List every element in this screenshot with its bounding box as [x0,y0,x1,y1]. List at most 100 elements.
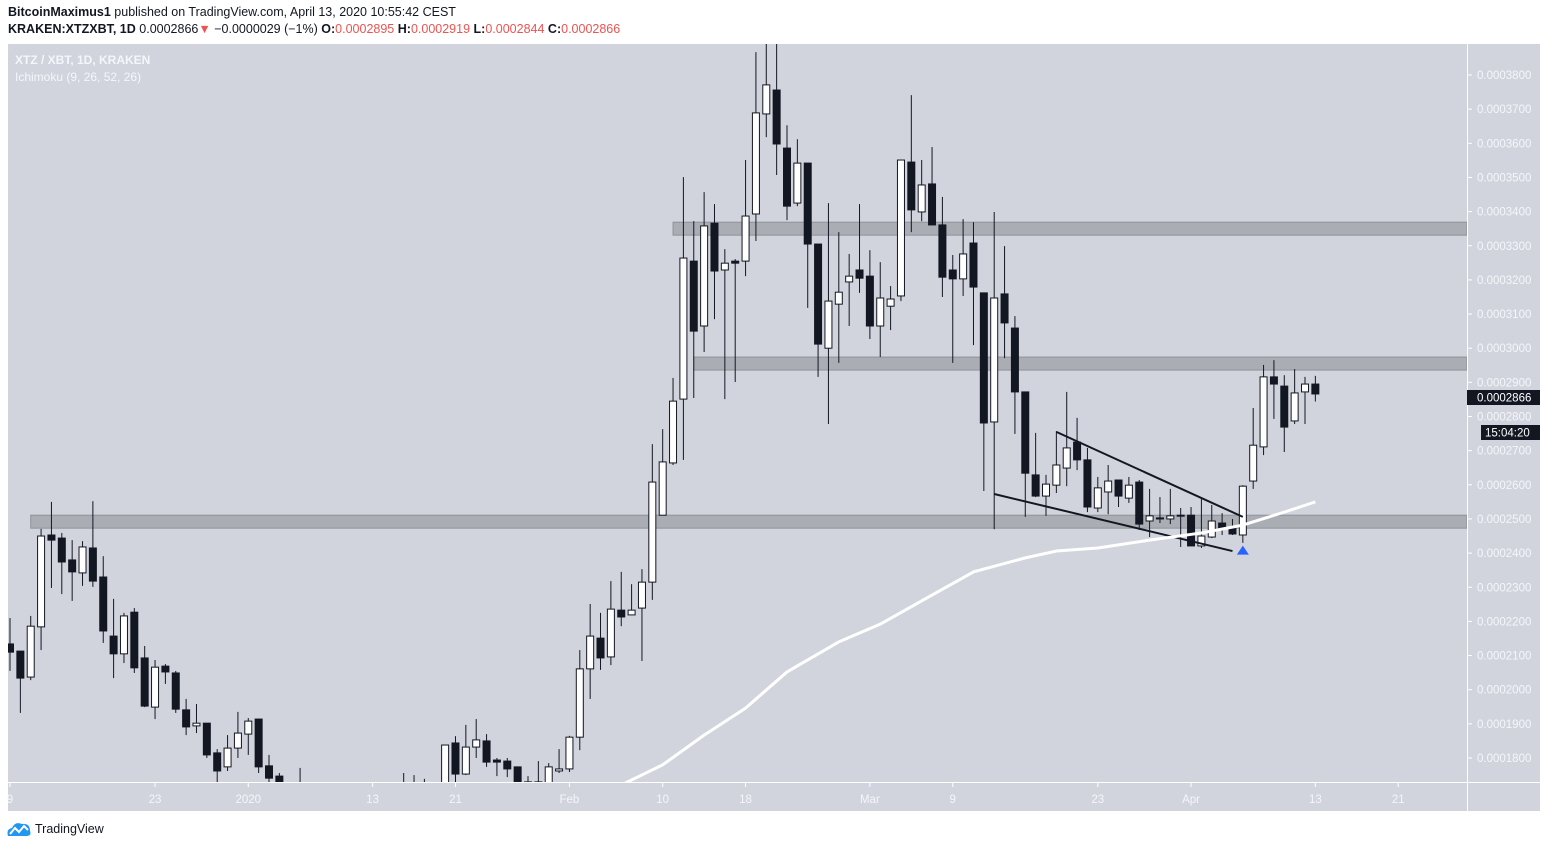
candle[interactable] [1155,497,1164,524]
support-resistance-zone[interactable] [672,221,1467,236]
candle[interactable] [400,773,407,799]
candle[interactable] [679,177,688,460]
candle[interactable] [948,254,957,363]
candle[interactable] [1187,506,1196,547]
candle[interactable] [223,735,232,771]
support-resistance-zone[interactable] [693,356,1467,371]
trend-line[interactable] [1055,430,1244,518]
candle[interactable] [637,569,646,662]
candle[interactable] [513,766,522,792]
candle[interactable] [1311,375,1320,402]
candle[interactable] [1259,364,1268,456]
candle[interactable] [751,52,760,241]
candle[interactable] [990,211,999,530]
candle[interactable] [1249,407,1258,489]
candle[interactable] [575,650,584,751]
candle[interactable] [492,758,501,777]
candle[interactable] [1031,432,1040,498]
candle[interactable] [886,286,895,331]
candle[interactable] [855,204,864,293]
candle[interactable] [555,749,564,774]
candle[interactable] [917,160,926,222]
candle[interactable] [1000,246,1009,359]
candle[interactable] [896,159,905,302]
time-axis[interactable]: 9 23 2020 13 21 Feb 10 18 Mar 9 23 Apr 13 21 [7,782,1405,806]
candle[interactable] [1083,447,1092,513]
candle[interactable] [161,664,170,684]
candle[interactable] [78,541,87,586]
candle[interactable] [275,773,284,790]
candle[interactable] [213,749,222,783]
candle[interactable] [202,722,211,758]
candle[interactable] [1135,480,1144,530]
candle[interactable] [7,617,14,671]
candle[interactable] [845,253,854,327]
candle[interactable] [16,650,25,713]
candle[interactable] [297,767,304,799]
candle[interactable] [119,612,128,664]
candle[interactable] [959,219,968,296]
candle[interactable] [979,292,988,491]
candle[interactable] [865,250,874,339]
candle[interactable] [617,571,626,627]
support-resistance-zone[interactable] [30,514,1467,529]
candle[interactable] [928,147,937,226]
candle[interactable] [244,718,253,755]
candle[interactable] [461,724,470,776]
candle[interactable] [565,735,574,773]
candle[interactable] [648,444,657,600]
trend-line[interactable] [993,493,1233,553]
candle[interactable] [254,718,263,774]
candle[interactable] [814,243,823,377]
candle[interactable] [1176,508,1185,547]
candle[interactable] [37,528,46,651]
candle[interactable] [586,603,595,699]
candle[interactable] [969,222,978,346]
candle[interactable] [182,698,191,736]
candle[interactable] [421,778,428,796]
candle[interactable] [109,598,118,679]
candle[interactable] [1042,474,1050,516]
candle[interactable] [1280,375,1289,453]
candle[interactable] [1238,485,1247,543]
candle[interactable] [824,203,833,425]
candle[interactable] [876,262,885,358]
legend-indicator[interactable]: Ichimoku (9, 26, 52, 26) [15,70,141,84]
candle[interactable] [606,581,615,666]
candle[interactable] [57,532,66,595]
candle[interactable] [68,540,77,601]
candle[interactable] [669,377,678,465]
candle[interactable] [803,162,812,308]
author-name[interactable]: BitcoinMaximus1 [8,5,111,19]
candle[interactable] [265,754,273,783]
candle[interactable] [689,221,698,399]
candle[interactable] [171,670,180,713]
candle[interactable] [1021,391,1030,517]
candle[interactable] [596,612,605,670]
candle[interactable] [26,615,35,681]
candle[interactable] [731,259,740,383]
candle[interactable] [700,192,709,352]
candle[interactable] [544,763,553,789]
candle[interactable] [1301,376,1309,425]
candle[interactable] [762,34,771,138]
candle[interactable] [1093,476,1102,513]
candle[interactable] [524,776,532,792]
candle[interactable] [938,196,947,297]
candle[interactable] [1145,488,1154,538]
candle[interactable] [741,160,750,277]
candle[interactable] [192,704,201,734]
candle[interactable] [130,608,139,673]
candle[interactable] [710,204,719,320]
candle[interactable] [627,584,636,616]
candle[interactable] [793,139,802,207]
candle[interactable] [1104,464,1113,515]
candle[interactable] [1197,497,1206,548]
candle[interactable] [772,39,781,176]
candle[interactable] [720,249,729,400]
candle[interactable] [88,501,97,587]
candle[interactable] [658,429,667,516]
candle[interactable] [1290,369,1299,425]
candle[interactable] [834,232,843,363]
candle[interactable] [1114,479,1123,507]
